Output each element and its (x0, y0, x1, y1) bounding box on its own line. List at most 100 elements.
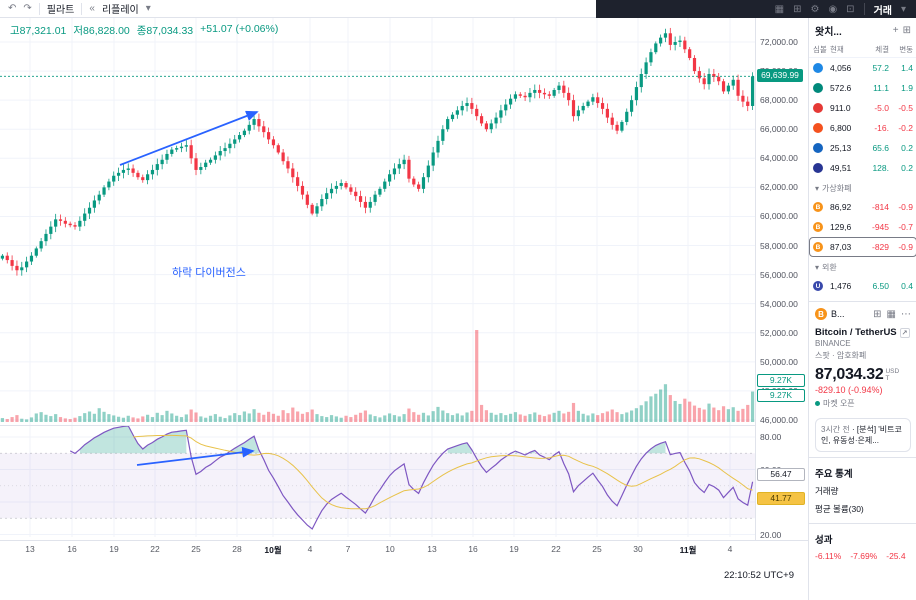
candle-body (746, 101, 750, 106)
news-item[interactable]: 3시간 전 · [분석] '비트코인, 유동성·은제... (815, 418, 911, 453)
trend-arrow-drawing[interactable] (136, 446, 255, 466)
candle-body (659, 37, 663, 44)
time-axis[interactable]: 13 16 19 22 25 28 10월 4 7 10 13 16 19 22 25 30 11월 4 (0, 540, 808, 559)
symbol-mini-label[interactable]: B... (831, 309, 845, 319)
gear-icon[interactable]: ⚙ (810, 3, 820, 15)
candle-body (92, 200, 96, 208)
more-icon[interactable]: ⋯ (901, 308, 911, 320)
watchlist-row[interactable]: 6,800 -16. -0.2 (809, 118, 916, 138)
candle-body (349, 187, 353, 192)
undo-icon[interactable]: ↶ (8, 3, 17, 14)
watchlist-section-header[interactable]: ▾ 가상화폐 (815, 184, 852, 193)
session-clock[interactable]: 22:10:52 UTC+9 (724, 570, 794, 581)
candle-body (600, 103, 605, 109)
replay-icon[interactable]: « (89, 3, 95, 14)
grid-icon[interactable]: ⊞ (793, 3, 802, 15)
watchlist-grid-icon[interactable]: ⊞ (902, 24, 911, 36)
add-symbol-icon[interactable]: + (892, 24, 899, 36)
watchlist-section-header[interactable]: ▾ 외환 (815, 263, 837, 272)
volume-bar (465, 412, 469, 422)
layout-icon[interactable]: ▦ (774, 3, 785, 15)
watchlist-change: 128. (872, 163, 889, 173)
volume-bar (334, 416, 338, 422)
external-link-icon[interactable]: ↗ (899, 327, 910, 338)
watchlist-row[interactable]: 49,51 128. 0.2 (809, 158, 916, 178)
volume-bar (707, 403, 711, 422)
candle-body (363, 201, 368, 208)
watchlist-row[interactable]: B 87,03 -829 -0.9 (809, 237, 916, 257)
volume-bar (97, 408, 101, 422)
candle-body (194, 158, 198, 170)
candle-body (513, 94, 518, 99)
symbol-dot-icon: B (813, 222, 823, 232)
panel-divider (809, 301, 916, 302)
watchlist-change-pct: 0.2 (901, 143, 913, 153)
redo-icon[interactable]: ↷ (23, 3, 32, 14)
fullscreen-icon[interactable]: ⊡ (846, 3, 855, 15)
volume-bar (726, 409, 730, 422)
volume-bar (436, 406, 440, 422)
watchlist-row[interactable]: B 129,6 -945 -0.7 (809, 217, 916, 237)
watchlist-row[interactable]: B 86,92 -814 -0.9 (809, 197, 916, 217)
replay-button[interactable]: 리플레이 (101, 5, 139, 16)
watchlist-row[interactable]: 25,13 65.6 0.2 (809, 138, 916, 158)
candle-body (208, 159, 213, 163)
volume-bar (320, 416, 324, 422)
volume-bar (663, 384, 668, 422)
chevron-down-icon[interactable]: ▾ (145, 3, 151, 14)
time-axis-label: 28 (232, 544, 242, 554)
candle-body (107, 181, 111, 188)
volume-bar (54, 414, 58, 422)
col-change: 체결 (875, 45, 889, 54)
volume-bar (305, 412, 309, 422)
volume-bar (58, 417, 63, 422)
symbol-toolbar: B B... ⊞ ▦ ⋯ (809, 302, 916, 322)
time-axis-label: 13 (427, 544, 437, 554)
price-chart-canvas[interactable]: 하락 다이버전스 (0, 18, 755, 540)
symbol-type: 스팟 · 암호화폐 (815, 351, 867, 360)
volume-bar (571, 402, 576, 422)
watchlist-price: 6,800 (830, 123, 852, 133)
symbol-title[interactable]: Bitcoin / TetherUS (815, 327, 897, 338)
watchlist-title[interactable]: 왓치... (815, 26, 842, 38)
candle-body (712, 73, 716, 77)
time-axis-label: 13 (25, 544, 35, 554)
trend-arrow-drawing[interactable] (119, 110, 259, 166)
candle-body (276, 145, 280, 153)
candle-body (557, 85, 561, 90)
chevron-down-icon[interactable]: ▾ (900, 3, 906, 15)
panel-layout-icon[interactable]: ▦ (886, 308, 896, 320)
chart-region[interactable]: 하락 다이버전스 고87,321.01 저86,828.00 종87,034.3… (0, 18, 808, 600)
watchlist-change-pct: 0.2 (901, 163, 913, 173)
watchlist-row[interactable]: 911.0 -5.0 -0.5 (809, 98, 916, 118)
watchlist-row[interactable]: 4,056 57.2 1.4 (809, 58, 916, 78)
volume-bar (475, 330, 479, 422)
volume-bar (591, 413, 595, 422)
price-axis-label: 60,000.00 (760, 211, 798, 222)
rsi-line (69, 425, 754, 530)
watchlist-row[interactable]: 572.6 11.1 1.9 (809, 78, 916, 98)
candle-body (63, 220, 67, 224)
volume-bar (746, 404, 750, 422)
candle-body (184, 145, 188, 147)
right-panel: 왓치... + ⊞ 심볼 현재 체결 변동 4,056 57.2 1.4 572.6 1… (808, 18, 916, 600)
candle-body (291, 168, 295, 178)
watchlist-change: 11.1 (873, 83, 889, 93)
divergence-label-drawing[interactable]: 하락 다이버전스 (172, 265, 246, 279)
candle-body (325, 193, 329, 200)
camera-icon[interactable]: ◉ (828, 3, 838, 15)
candle-body (455, 110, 459, 115)
volume-bar (649, 396, 653, 422)
trade-button[interactable]: 거래 (873, 5, 892, 17)
chevron-down-icon: ▾ (815, 263, 820, 272)
candle-body (242, 130, 247, 136)
candle-body (591, 97, 595, 102)
watchlist-row[interactable]: U 1,476 6.50 0.4 (809, 276, 916, 296)
volume-bar (504, 415, 508, 422)
filter-button[interactable]: 필라트 (46, 5, 75, 16)
price-axis[interactable]: 72,000.0070,000.0068,000.0066,000.0064,0… (755, 18, 809, 540)
candle-body (484, 123, 488, 130)
candle-body (644, 62, 648, 74)
apps-grid-icon[interactable]: ⊞ (873, 308, 882, 320)
